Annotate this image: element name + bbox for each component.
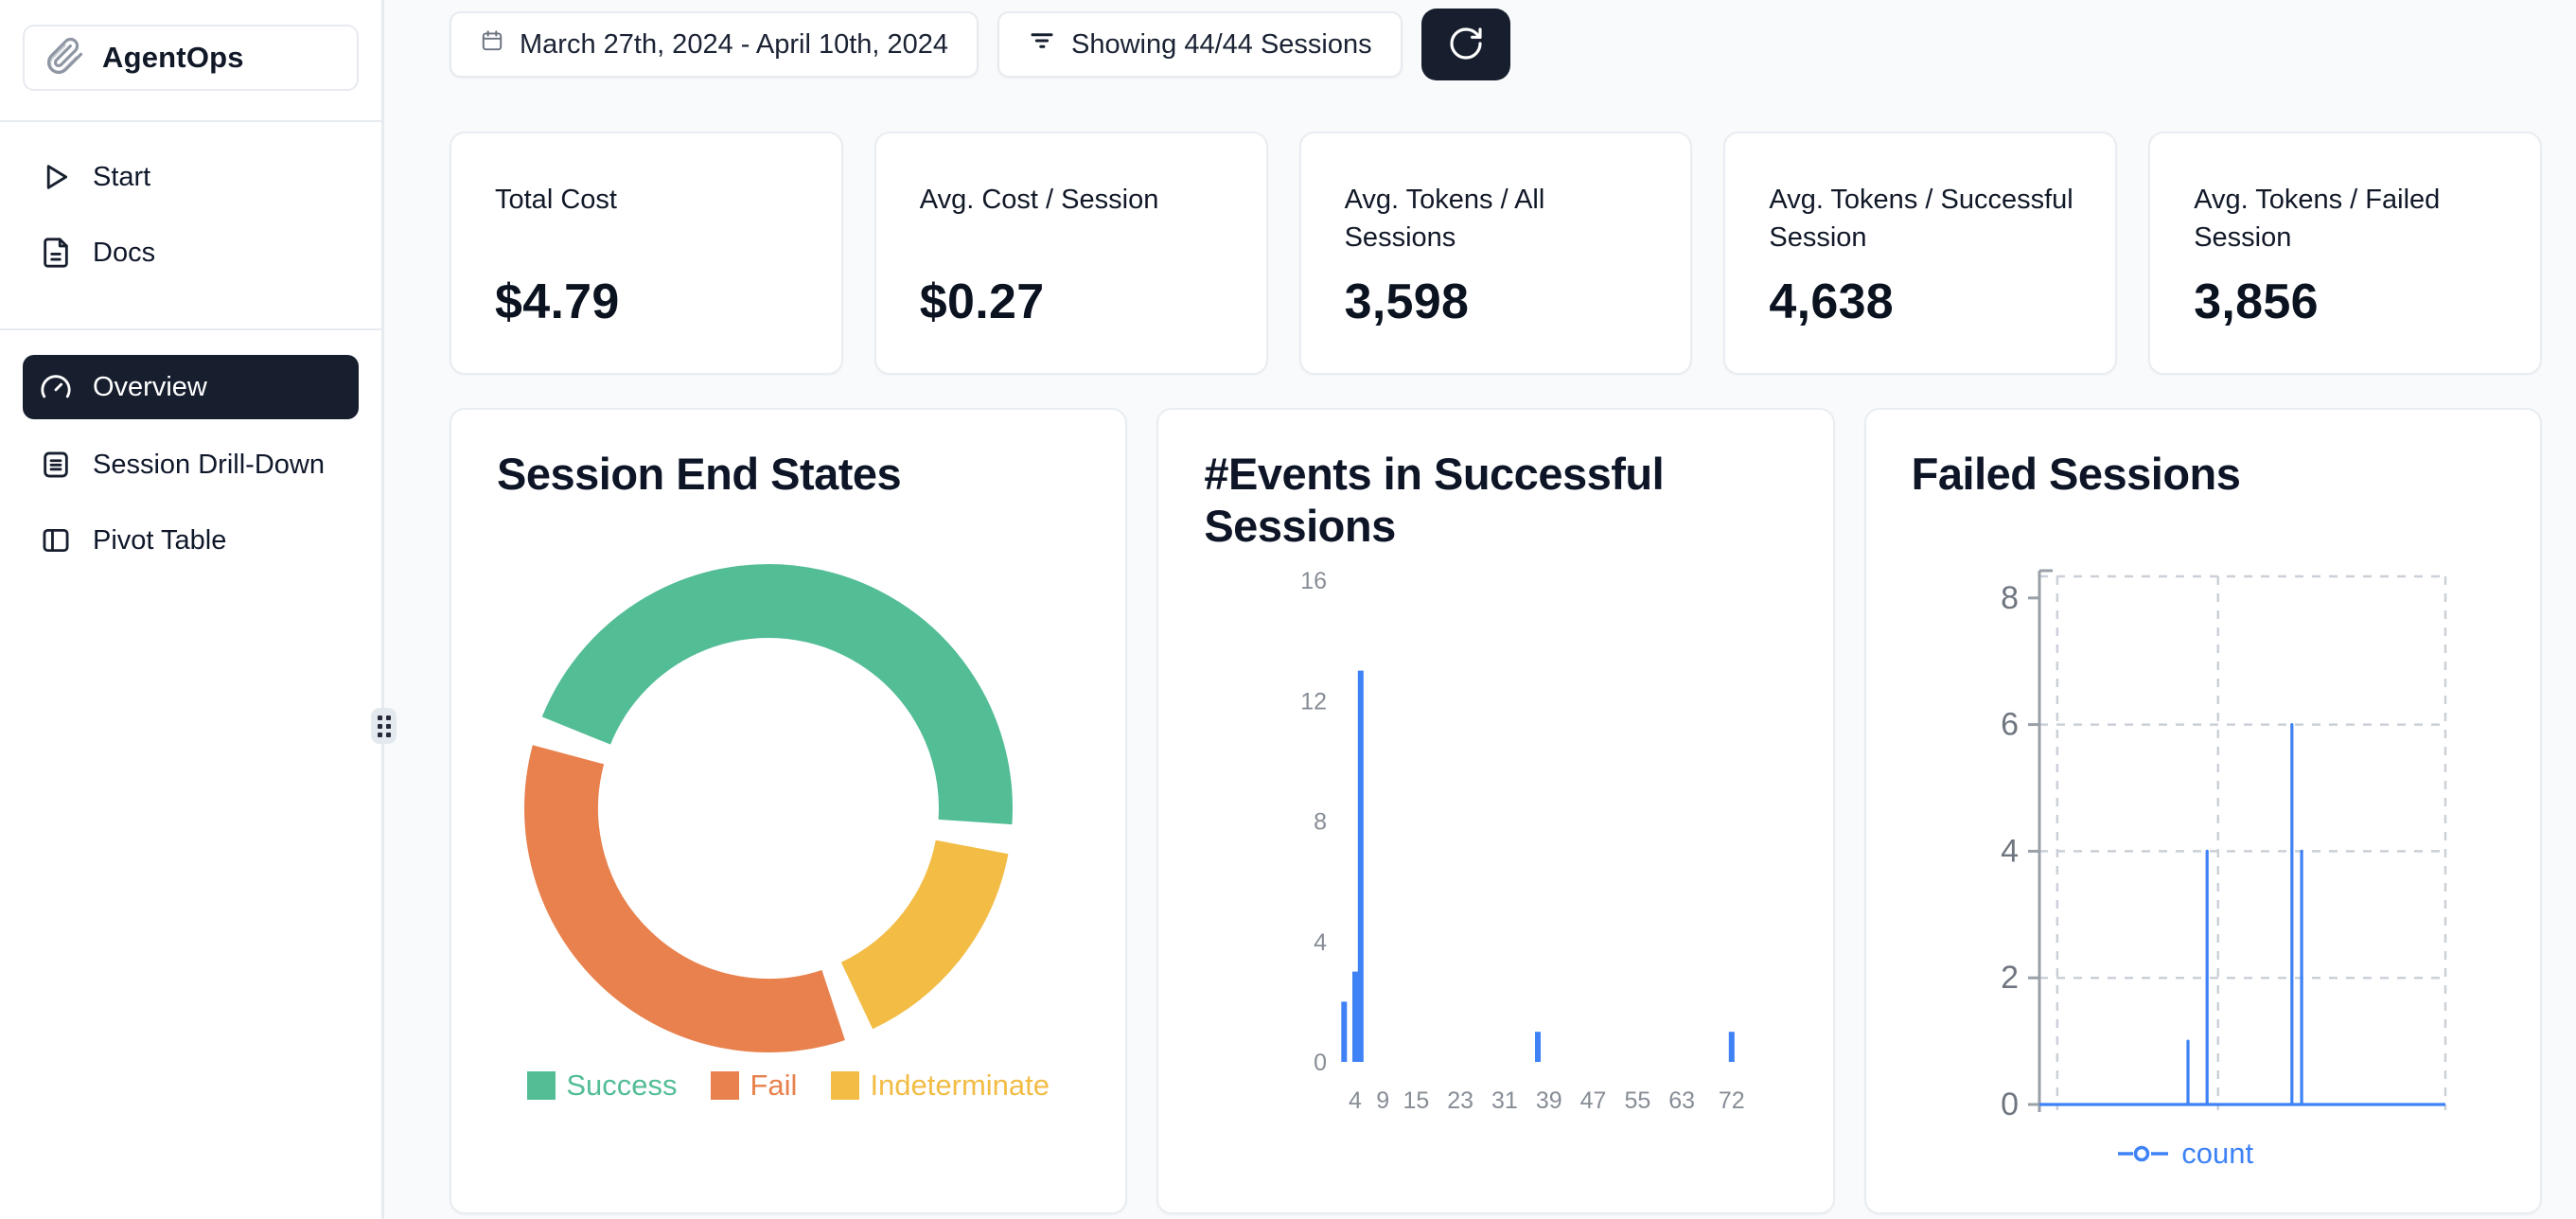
sidebar-item-session-drill-down[interactable]: Session Drill-Down <box>23 434 359 495</box>
svg-text:55: 55 <box>1625 1087 1651 1114</box>
stat-card-avg-cost-session: Avg. Cost / Session $0.27 <box>873 132 1268 375</box>
svg-text:15: 15 <box>1403 1087 1430 1114</box>
svg-text:16: 16 <box>1301 568 1328 594</box>
sidebar-item-pivot-table[interactable]: Pivot Table <box>23 510 359 571</box>
stat-value: 3,598 <box>1344 274 1470 329</box>
stat-label: Total Cost <box>495 185 617 215</box>
app-title: AgentOps <box>102 41 244 74</box>
stat-value: $0.27 <box>919 274 1045 329</box>
sidebar-item-label: Overview <box>93 371 207 402</box>
legend-item-success[interactable]: Success <box>527 1069 677 1103</box>
svg-text:63: 63 <box>1669 1087 1696 1114</box>
stat-label: Avg. Cost / Session <box>919 185 1159 215</box>
sidebar: AgentOps Start Docs <box>0 0 384 1219</box>
stat-card-total-cost: Total Cost $4.79 <box>450 132 843 375</box>
sidebar-item-label: Start <box>93 161 151 192</box>
count-legend-label: count <box>2181 1137 2254 1170</box>
svg-text:12: 12 <box>1301 688 1328 715</box>
svg-text:31: 31 <box>1491 1087 1518 1114</box>
svg-text:9: 9 <box>1377 1087 1390 1114</box>
donut-legend: Success Fail Indeterminate <box>451 1069 1125 1103</box>
indeterminate-swatch <box>831 1071 860 1100</box>
stat-label: Avg. Tokens / Successful Session <box>1769 185 2073 254</box>
filter-icon <box>1028 26 1056 62</box>
date-range-button[interactable]: March 27th, 2024 - April 10th, 2024 <box>450 11 979 78</box>
sidebar-main-nav: Overview Session Drill-Down Pivot Table <box>0 330 381 571</box>
count-legend-glyph <box>2118 1145 2169 1162</box>
svg-text:4: 4 <box>1314 929 1327 956</box>
app-logo[interactable]: AgentOps <box>23 25 359 91</box>
stat-value: 3,856 <box>2194 274 2319 329</box>
svg-text:8: 8 <box>2001 580 2019 616</box>
events-histogram-card: #Events in Successful Sessions 0 4 8 12 16 4 9… <box>1156 408 1835 1214</box>
stat-label: Avg. Tokens / Failed Session <box>2194 185 2441 254</box>
charts-row: Session End States Success Fail Indeterm… <box>450 408 2542 1214</box>
svg-text:6: 6 <box>2001 707 2019 743</box>
sidebar-item-label: Pivot Table <box>93 524 227 556</box>
gauge-icon <box>40 371 72 403</box>
legend-item-indeterminate[interactable]: Indeterminate <box>831 1069 1050 1103</box>
refresh-icon <box>1447 25 1485 65</box>
svg-text:47: 47 <box>1580 1087 1607 1114</box>
document-icon <box>40 237 72 269</box>
success-swatch <box>527 1071 556 1100</box>
chart-title: Session End States <box>497 449 902 499</box>
svg-text:72: 72 <box>1719 1087 1745 1114</box>
calendar-icon <box>480 28 504 61</box>
session-end-states-donut[interactable] <box>503 543 1033 1073</box>
play-icon <box>40 161 72 193</box>
chart-title: #Events in Successful Sessions <box>1204 449 1665 552</box>
stat-card-avg-tokens-successful: Avg. Tokens / Successful Session 4,638 <box>1723 132 2118 375</box>
svg-text:0: 0 <box>2001 1086 2019 1122</box>
count-legend[interactable]: count <box>2039 1137 2445 1171</box>
notes-icon <box>40 449 72 481</box>
topbar: March 27th, 2024 - April 10th, 2024 Show… <box>450 9 2542 80</box>
stat-card-avg-tokens-failed: Avg. Tokens / Failed Session 3,856 <box>2148 132 2542 375</box>
failed-sessions-card: Failed Sessions 0 2 4 6 8 count <box>1863 408 2542 1214</box>
sidebar-resize-handle[interactable] <box>371 708 397 744</box>
sidebar-divider <box>0 328 381 330</box>
legend-item-fail[interactable]: Fail <box>711 1069 797 1103</box>
fail-swatch <box>711 1071 740 1100</box>
stat-cards-row: Total Cost $4.79 Avg. Cost / Session $0.… <box>450 132 2542 375</box>
sessions-filter-label: Showing 44/44 Sessions <box>1071 28 1372 60</box>
sidebar-top-nav: Start Docs <box>0 122 381 283</box>
stat-card-avg-tokens-all: Avg. Tokens / All Sessions 3,598 <box>1298 132 1693 375</box>
svg-text:4: 4 <box>1349 1087 1362 1114</box>
sidebar-item-start[interactable]: Start <box>23 147 359 207</box>
svg-text:39: 39 <box>1536 1087 1562 1114</box>
svg-text:2: 2 <box>2001 960 2019 996</box>
refresh-button[interactable] <box>1420 9 1510 80</box>
sidebar-divider <box>0 120 381 122</box>
paperclip-icon <box>45 36 85 80</box>
svg-text:23: 23 <box>1448 1087 1474 1114</box>
stat-value: $4.79 <box>495 274 620 329</box>
main-content: March 27th, 2024 - April 10th, 2024 Show… <box>387 0 2576 1219</box>
panel-left-icon <box>40 524 72 556</box>
stat-label: Avg. Tokens / All Sessions <box>1344 185 1545 254</box>
sessions-filter-button[interactable]: Showing 44/44 Sessions <box>997 11 1403 78</box>
sidebar-item-label: Session Drill-Down <box>93 449 325 480</box>
date-range-label: March 27th, 2024 - April 10th, 2024 <box>520 28 949 60</box>
svg-text:4: 4 <box>2001 833 2019 869</box>
sidebar-item-docs[interactable]: Docs <box>23 222 359 283</box>
failed-sessions-plot[interactable]: 0 2 4 6 8 <box>1866 410 2542 1214</box>
sidebar-item-overview[interactable]: Overview <box>23 355 359 419</box>
svg-text:8: 8 <box>1314 809 1327 836</box>
stat-value: 4,638 <box>1769 274 1895 329</box>
session-end-states-card: Session End States Success Fail Indeterm… <box>450 408 1128 1214</box>
svg-text:0: 0 <box>1314 1050 1327 1076</box>
chart-title: Failed Sessions <box>1911 449 2241 499</box>
sidebar-item-label: Docs <box>93 237 156 268</box>
